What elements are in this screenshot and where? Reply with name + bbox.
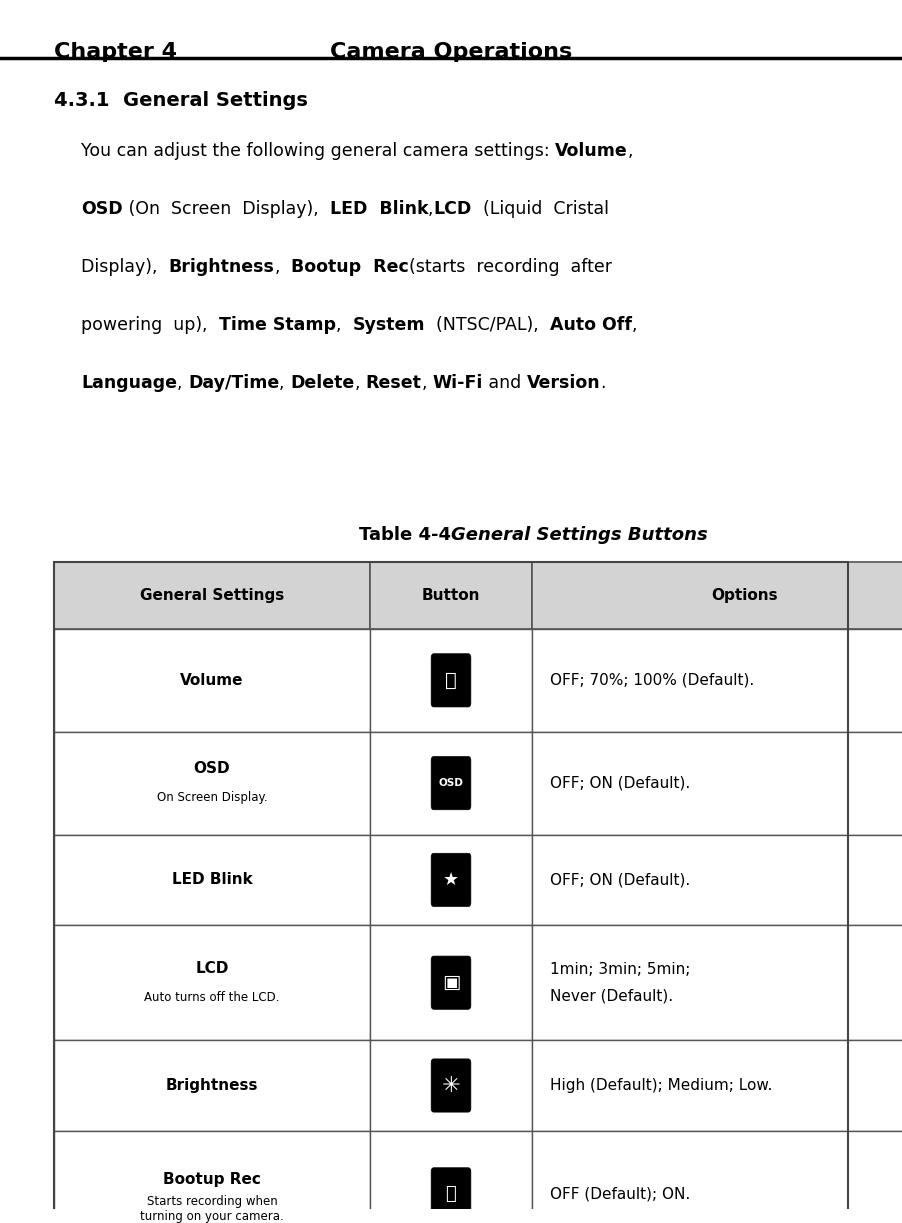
Text: Camera Operations: Camera Operations (330, 43, 572, 62)
Text: Brightness: Brightness (166, 1077, 258, 1093)
Text: OFF; 70%; 100% (Default).: OFF; 70%; 100% (Default). (550, 673, 754, 687)
Text: General Settings Buttons: General Settings Buttons (451, 526, 708, 544)
Text: 4.3.1  General Settings: 4.3.1 General Settings (54, 91, 308, 110)
Text: LCD: LCD (195, 961, 229, 976)
FancyBboxPatch shape (431, 854, 471, 906)
Text: ,: , (280, 374, 290, 391)
Text: ✳: ✳ (442, 1075, 460, 1096)
FancyBboxPatch shape (431, 1168, 471, 1221)
Text: LED Blink: LED Blink (171, 872, 253, 888)
FancyBboxPatch shape (54, 1131, 370, 1223)
FancyBboxPatch shape (54, 731, 370, 834)
FancyBboxPatch shape (532, 1040, 902, 1131)
Text: OSD: OSD (438, 778, 464, 788)
Text: OFF (Default); ON.: OFF (Default); ON. (550, 1186, 690, 1202)
Text: ,: , (631, 316, 637, 334)
Text: 1min; 3min; 5min;: 1min; 3min; 5min; (550, 963, 691, 977)
Text: OFF; ON (Default).: OFF; ON (Default). (550, 775, 690, 790)
Text: Bootup Rec: Bootup Rec (163, 1173, 261, 1188)
Text: Volume: Volume (556, 142, 628, 159)
FancyBboxPatch shape (532, 1131, 902, 1223)
Text: ,: , (202, 316, 219, 334)
Text: Auto Off: Auto Off (549, 316, 631, 334)
FancyBboxPatch shape (532, 563, 902, 629)
FancyBboxPatch shape (370, 1040, 532, 1131)
Text: (Liquid  Cristal: (Liquid Cristal (472, 199, 609, 218)
Text: 🔊: 🔊 (445, 671, 457, 690)
Text: (NTSC/PAL),: (NTSC/PAL), (425, 316, 549, 334)
Text: Auto turns off the LCD.: Auto turns off the LCD. (144, 991, 280, 1004)
Text: 📷: 📷 (446, 1185, 456, 1203)
Text: Wi-Fi: Wi-Fi (433, 374, 483, 391)
FancyBboxPatch shape (370, 1131, 532, 1223)
FancyBboxPatch shape (431, 757, 471, 810)
Text: General Settings: General Settings (140, 588, 284, 603)
FancyBboxPatch shape (431, 956, 471, 1009)
FancyBboxPatch shape (54, 834, 370, 926)
FancyBboxPatch shape (431, 1059, 471, 1112)
FancyBboxPatch shape (532, 834, 902, 926)
Text: System: System (353, 316, 425, 334)
Text: LED  Blink: LED Blink (329, 199, 428, 218)
Text: Day/Time: Day/Time (189, 374, 280, 391)
Text: LCD: LCD (434, 199, 472, 218)
Text: Starts recording when
turning on your camera.: Starts recording when turning on your ca… (140, 1195, 284, 1223)
FancyBboxPatch shape (54, 563, 370, 629)
Text: Never (Default).: Never (Default). (550, 988, 674, 1004)
Text: You can adjust the following general camera settings:: You can adjust the following general cam… (81, 142, 556, 159)
Text: ,: , (421, 374, 433, 391)
FancyBboxPatch shape (370, 731, 532, 834)
FancyBboxPatch shape (532, 926, 902, 1040)
Text: On Screen Display.: On Screen Display. (157, 791, 267, 805)
Text: Button: Button (422, 588, 480, 603)
Text: Delete: Delete (290, 374, 354, 391)
Text: ★: ★ (443, 871, 459, 889)
Text: Language: Language (81, 374, 177, 391)
FancyBboxPatch shape (54, 1040, 370, 1131)
Text: ,: , (274, 258, 291, 275)
FancyBboxPatch shape (370, 563, 532, 629)
Text: Display),: Display), (81, 258, 169, 275)
Text: ,: , (354, 374, 365, 391)
Text: Reset: Reset (365, 374, 421, 391)
Text: .: . (601, 374, 606, 391)
FancyBboxPatch shape (431, 654, 471, 707)
Text: Time Stamp: Time Stamp (219, 316, 336, 334)
Text: High (Default); Medium; Low.: High (Default); Medium; Low. (550, 1077, 773, 1093)
Text: ,: , (628, 142, 633, 159)
FancyBboxPatch shape (54, 926, 370, 1040)
FancyBboxPatch shape (370, 926, 532, 1040)
Text: OSD: OSD (194, 761, 230, 777)
FancyBboxPatch shape (370, 834, 532, 926)
FancyBboxPatch shape (532, 629, 902, 731)
Text: Volume: Volume (180, 673, 244, 687)
Text: OSD: OSD (81, 199, 123, 218)
Text: Options: Options (711, 588, 778, 603)
FancyBboxPatch shape (54, 629, 370, 731)
Text: (On  Screen  Display),: (On Screen Display), (123, 199, 329, 218)
Text: Brightness: Brightness (169, 258, 274, 275)
Text: Table 4-4: Table 4-4 (359, 526, 451, 544)
FancyBboxPatch shape (532, 731, 902, 834)
Text: ,: , (177, 374, 189, 391)
Text: (starts  recording  after: (starts recording after (409, 258, 612, 275)
Text: Version: Version (527, 374, 601, 391)
Text: 25: 25 (440, 1170, 462, 1189)
Text: OFF; ON (Default).: OFF; ON (Default). (550, 872, 690, 888)
FancyBboxPatch shape (370, 629, 532, 731)
Text: Bootup  Rec: Bootup Rec (291, 258, 409, 275)
Text: powering  up): powering up) (81, 316, 202, 334)
Text: Chapter 4: Chapter 4 (54, 43, 177, 62)
Text: ,: , (428, 199, 434, 218)
Text: ,: , (336, 316, 353, 334)
Text: ▣: ▣ (442, 974, 460, 992)
Text: and: and (483, 374, 527, 391)
